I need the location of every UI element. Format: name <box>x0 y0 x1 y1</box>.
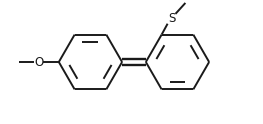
Text: S: S <box>168 12 175 25</box>
Text: O: O <box>34 56 44 68</box>
